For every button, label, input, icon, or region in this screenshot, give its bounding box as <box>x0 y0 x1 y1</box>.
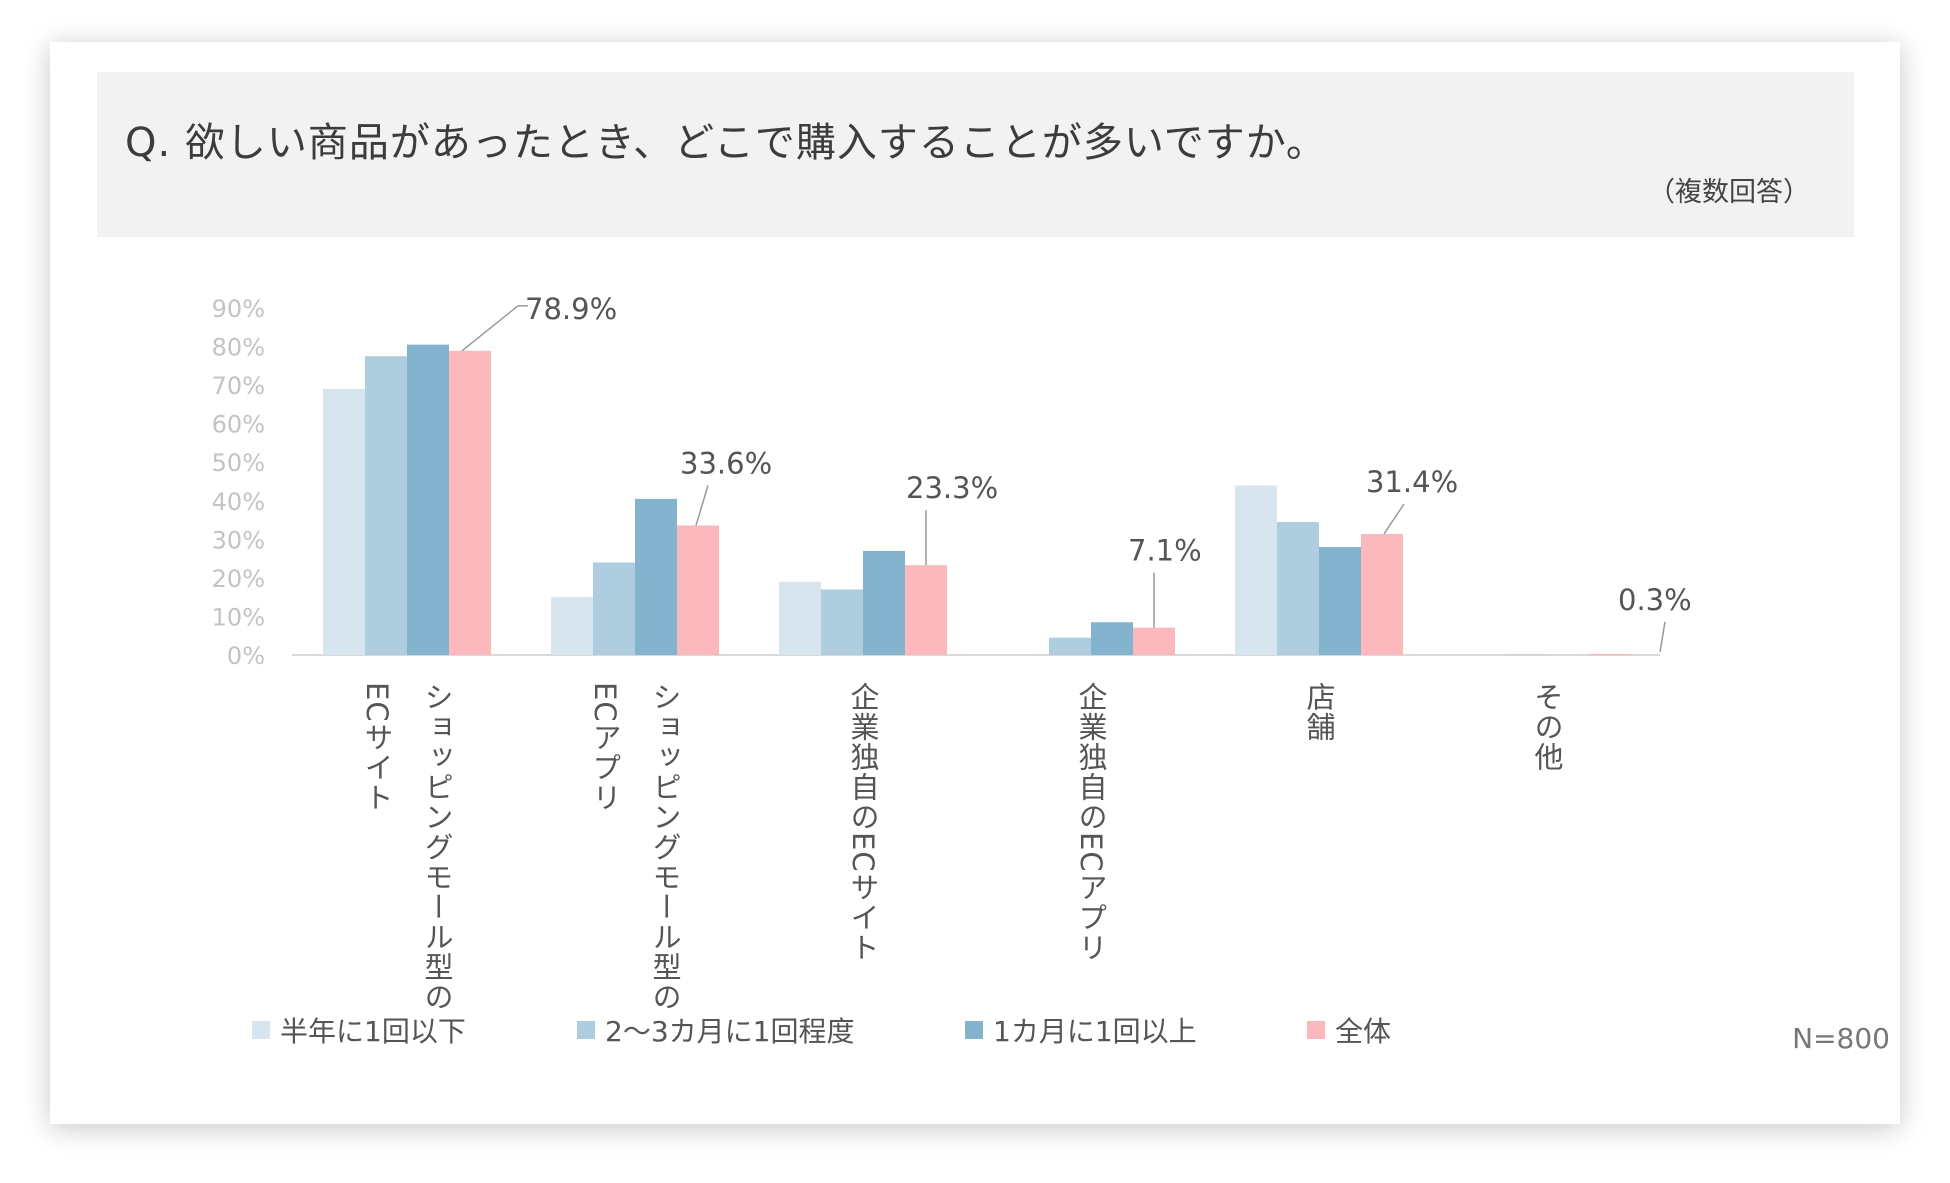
y-tick-label: 70% <box>212 372 265 400</box>
x-category-label: ショッピングモール型の <box>420 682 454 1012</box>
legend: 半年に1回以下 2〜3カ月に1回程度 1カ月に1回以上 全体 <box>0 1010 1950 1060</box>
bar-s4-c3 <box>905 565 947 655</box>
y-tick-label: 80% <box>212 334 265 362</box>
data-label: 0.3% <box>1618 583 1692 617</box>
bar-s2-c5 <box>1277 521 1319 655</box>
y-tick-label: 60% <box>212 411 265 439</box>
bar-s3-c1 <box>407 344 449 655</box>
data-label: 31.4% <box>1366 465 1458 499</box>
bar-s4-c5 <box>1361 533 1403 655</box>
data-label: 7.1% <box>1128 534 1202 568</box>
bar-s3-c2 <box>635 498 677 655</box>
bar-s2-c2 <box>593 562 635 655</box>
leader-line <box>1383 503 1405 535</box>
y-tick-label: 20% <box>212 565 265 593</box>
legend-label-s4: 全体 <box>1335 1015 1392 1048</box>
legend-item-s3: 1カ月に1回以上 <box>965 1010 1197 1050</box>
x-category-label: ECアプリ <box>588 682 622 813</box>
bar-s2-c3 <box>821 589 863 655</box>
legend-label-s3: 1カ月に1回以上 <box>993 1015 1197 1048</box>
bar-s2-c1 <box>365 356 407 655</box>
bar-s1-c2 <box>551 597 593 655</box>
bar-s3-c3 <box>863 550 905 655</box>
legend-swatch-s2 <box>577 1021 595 1039</box>
bar-s3-c4 <box>1091 622 1133 655</box>
bar-s1-c1 <box>323 388 365 655</box>
bar-s1-c3 <box>779 581 821 655</box>
legend-swatch-s4 <box>1307 1021 1325 1039</box>
legend-swatch-s3 <box>965 1021 983 1039</box>
bar-s4-c1 <box>449 350 491 655</box>
legend-item-s1: 半年に1回以下 <box>252 1010 466 1050</box>
data-label: 23.3% <box>906 471 998 505</box>
y-tick-label: 30% <box>212 526 265 554</box>
bar-s2-c4 <box>1049 637 1091 655</box>
leader-line <box>695 485 709 526</box>
data-label: 33.6% <box>680 446 772 480</box>
legend-item-s2: 2〜3カ月に1回程度 <box>577 1010 854 1050</box>
legend-label-s1: 半年に1回以下 <box>280 1015 466 1048</box>
question-title: Q. 欲しい商品があったとき、どこで購入することが多いですか。 <box>125 120 1327 166</box>
x-category-label: その他 <box>1530 682 1564 772</box>
y-tick-label: 90% <box>212 295 265 323</box>
x-category-label: 店舗 <box>1302 682 1336 742</box>
bar-s4-c2 <box>677 525 719 655</box>
leader-line <box>461 305 519 352</box>
bar-s4-c4 <box>1133 627 1175 655</box>
data-label: 78.9% <box>525 292 617 326</box>
x-category-label: 企業独自のECサイト <box>846 682 880 963</box>
y-tick-label: 10% <box>212 603 265 631</box>
y-tick-label: 50% <box>212 449 265 477</box>
x-category-label: ECサイト <box>360 682 394 813</box>
leader-line <box>1659 621 1666 652</box>
legend-item-s4: 全体 <box>1307 1010 1391 1050</box>
bar-s1-c5 <box>1235 485 1277 655</box>
question-header: Q. 欲しい商品があったとき、どこで購入することが多いですか。 （複数回答） <box>97 72 1854 237</box>
bar-s3-c5 <box>1319 547 1361 655</box>
x-category-label: ショッピングモール型の <box>648 682 682 1012</box>
x-category-label: 企業独自のECアプリ <box>1074 682 1108 963</box>
sample-size-label: N=800 <box>1792 1022 1890 1055</box>
legend-label-s2: 2〜3カ月に1回程度 <box>605 1015 855 1048</box>
y-tick-label: 40% <box>212 488 265 516</box>
y-tick-label: 0% <box>227 642 265 670</box>
legend-swatch-s1 <box>252 1021 270 1039</box>
multiple-answer-note: （複数回答） <box>1648 177 1810 208</box>
bar-s4-c6 <box>1589 653 1631 655</box>
